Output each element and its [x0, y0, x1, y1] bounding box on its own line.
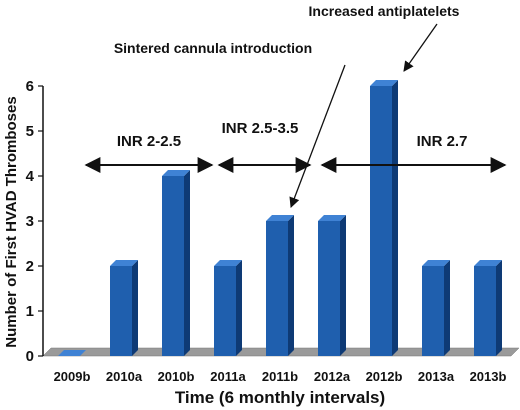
bar — [474, 260, 502, 356]
y-tick-label: 5 — [26, 123, 34, 140]
bar-top — [110, 260, 138, 266]
bar-front — [318, 221, 340, 356]
y-axis-label: Number of First HVAD Thromboses — [3, 96, 20, 347]
y-tick-label: 2 — [26, 258, 34, 275]
bar — [214, 260, 242, 356]
bar — [370, 80, 398, 356]
y-tick-label: 1 — [26, 303, 34, 320]
inr-2-2.5-label: INR 2-2.5 — [117, 133, 181, 150]
bar-front — [370, 86, 392, 356]
bar — [162, 170, 190, 356]
cannula-annotation: Sintered cannula introduction — [114, 40, 312, 56]
bar-front — [474, 266, 496, 356]
y-tick-label: 4 — [26, 168, 35, 185]
bar-side — [392, 80, 398, 356]
bar-top — [422, 260, 450, 266]
x-tick-label: 2011a — [210, 369, 246, 384]
y-tick-label: 0 — [26, 348, 34, 365]
x-tick-label: 2009b — [54, 369, 91, 384]
bar-side — [288, 215, 294, 356]
bar-front — [266, 221, 288, 356]
bar-top — [474, 260, 502, 266]
bar-front — [110, 266, 132, 356]
bar-top — [214, 260, 242, 266]
bar-side — [340, 215, 346, 356]
x-tick-label: 2012b — [366, 369, 403, 384]
y-tick-label: 3 — [26, 213, 34, 230]
bar-side — [184, 170, 190, 356]
bar — [318, 215, 346, 356]
inr-2.7-label: INR 2.7 — [417, 133, 468, 150]
bar-top — [318, 215, 346, 221]
x-tick-label: 2010a — [106, 369, 143, 384]
x-tick-label: 2012a — [314, 369, 351, 384]
x-tick-label: 2011b — [262, 369, 298, 384]
x-tick-label: 2013b — [470, 369, 507, 384]
bar-side — [444, 260, 450, 356]
bar-top — [58, 350, 86, 356]
bar-top — [266, 215, 294, 221]
bar-side — [236, 260, 242, 356]
bar-front — [422, 266, 444, 356]
antiplatelets-pointer-arrow — [403, 23, 438, 72]
bar — [422, 260, 450, 356]
x-tick-label: 2013a — [418, 369, 455, 384]
antiplatelets-annotation: Increased antiplatelets — [309, 3, 460, 19]
y-tick-label: 6 — [26, 78, 34, 95]
bar-side — [132, 260, 138, 356]
x-tick-label: 2010b — [158, 369, 195, 384]
x-axis-label: Time (6 monthly intervals) — [175, 388, 385, 407]
bar — [110, 260, 138, 356]
bar-top — [370, 80, 398, 86]
cannula-pointer-arrow — [289, 64, 346, 208]
inr-2.5-3.5-label: INR 2.5-3.5 — [222, 120, 299, 137]
bar-side — [496, 260, 502, 356]
bar — [58, 350, 86, 356]
bar — [266, 215, 294, 356]
bar-front — [162, 176, 184, 356]
bar-front — [214, 266, 236, 356]
